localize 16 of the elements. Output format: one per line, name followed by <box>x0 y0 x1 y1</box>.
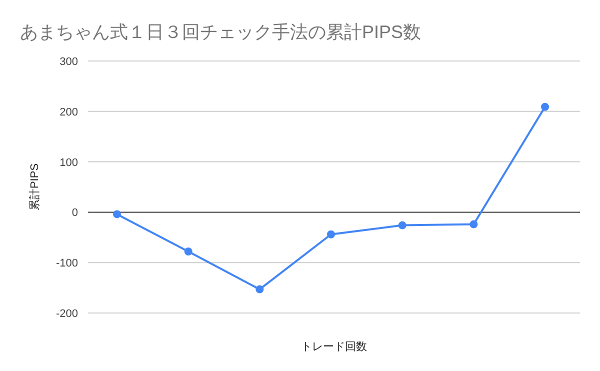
y-axis-title: 累計PIPS <box>28 163 41 211</box>
y-tick-label: 100 <box>60 156 78 169</box>
y-tick-label: 300 <box>60 56 78 68</box>
point <box>113 210 121 218</box>
point <box>327 230 335 238</box>
x-axis-title: トレード回数 <box>301 341 367 353</box>
y-tick-label: -200 <box>56 308 78 320</box>
point <box>541 102 549 111</box>
point <box>470 220 478 228</box>
chart-title: あまちゃん式１日３回チェック手法の累計PIPS数 <box>20 22 422 42</box>
y-tick-label: -100 <box>56 258 78 270</box>
point <box>256 285 264 294</box>
point <box>398 221 406 230</box>
y-tick-label: 200 <box>60 106 78 118</box>
point <box>184 248 192 256</box>
y-tick-label: 0 <box>72 207 78 220</box>
